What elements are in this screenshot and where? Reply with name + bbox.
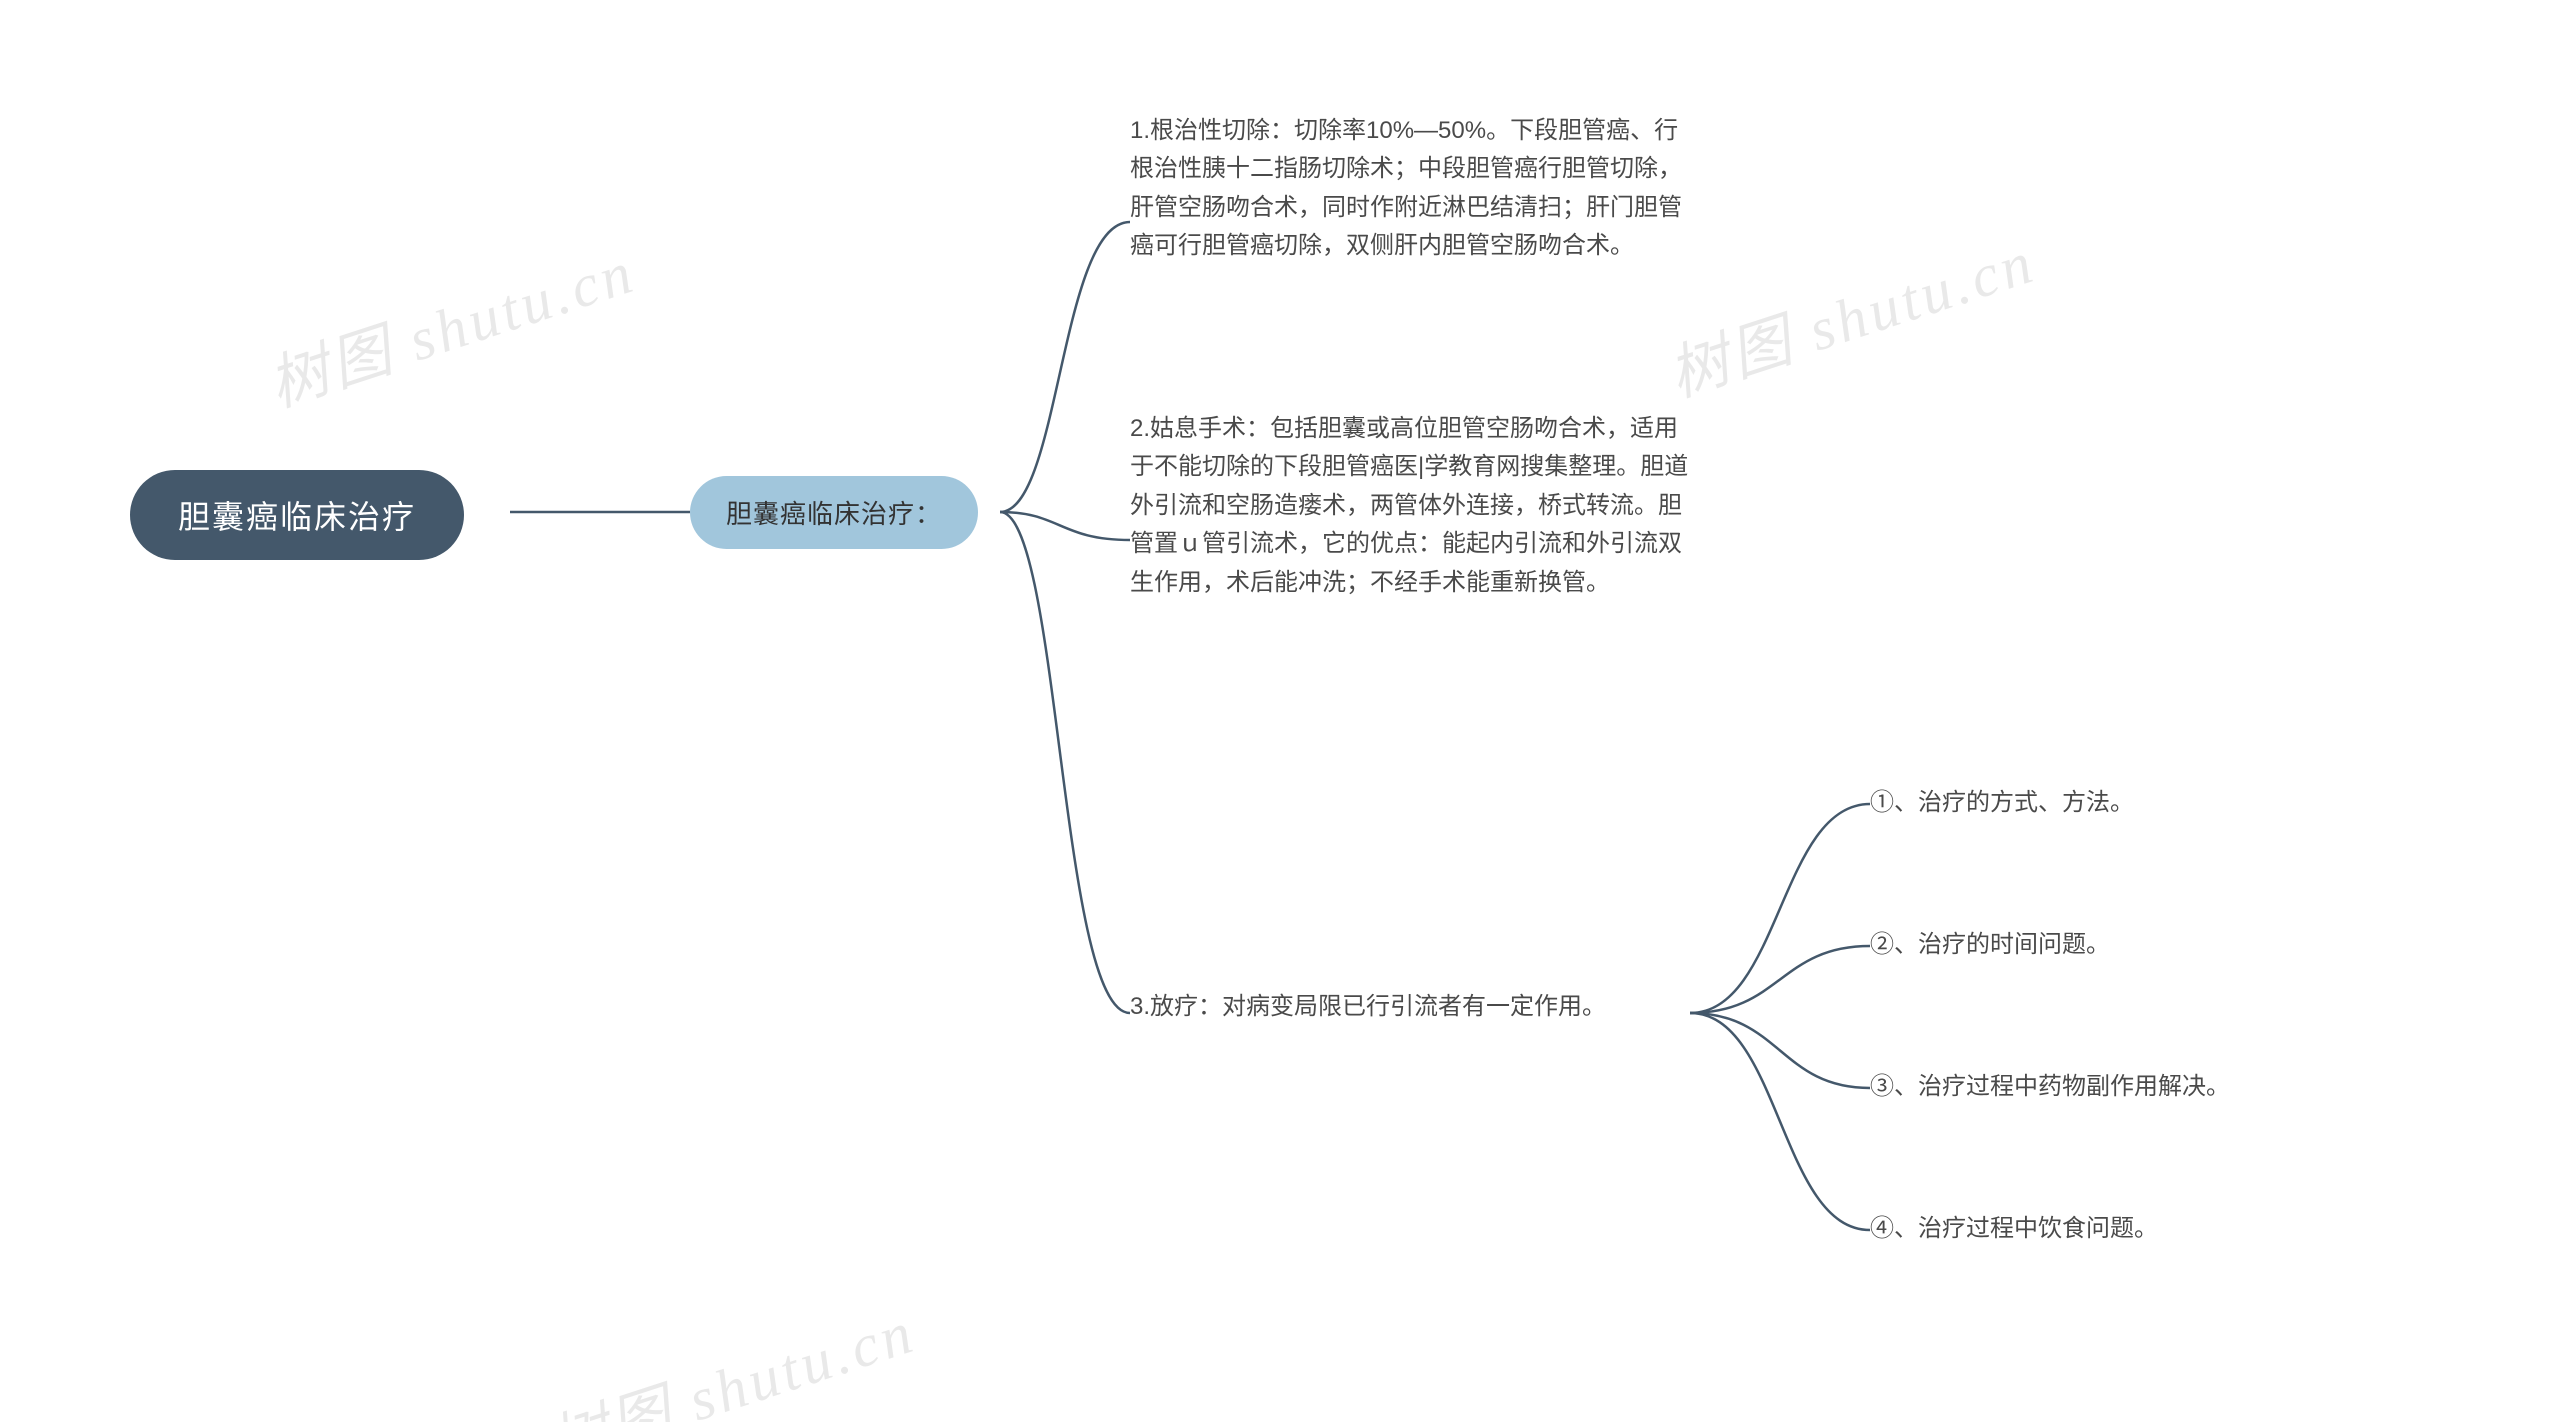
branch-label: 胆囊癌临床治疗：	[726, 494, 942, 531]
leaf-node-3[interactable]: 3.放疗：对病变局限已行引流者有一定作用。	[1130, 988, 1690, 1026]
connector	[1000, 222, 1130, 512]
leaf-text: 1.根治性切除：切除率10%—50%。下段胆管癌、行根治性胰十二指肠切除术；中段…	[1130, 112, 1690, 266]
subleaf-node-2[interactable]: ②、治疗的时间问题。	[1870, 926, 2110, 964]
connector	[1690, 1013, 1870, 1230]
mindmap-canvas: 树图 shutu.cn 树图 shutu.cn 树图 shutu.cn 胆囊癌临…	[0, 0, 2560, 1422]
leaf-node-1[interactable]: 1.根治性切除：切除率10%—50%。下段胆管癌、行根治性胰十二指肠切除术；中段…	[1130, 112, 1690, 266]
watermark: 树图 shutu.cn	[1656, 213, 2045, 413]
subleaf-node-3[interactable]: ③、治疗过程中药物副作用解决。	[1870, 1068, 2230, 1106]
root-label: 胆囊癌临床治疗	[178, 492, 416, 538]
subleaf-node-1[interactable]: ①、治疗的方式、方法。	[1870, 784, 2134, 822]
root-node[interactable]: 胆囊癌临床治疗	[130, 470, 464, 560]
watermark: 树图 shutu.cn	[256, 223, 645, 423]
branch-node-level1[interactable]: 胆囊癌临床治疗：	[690, 476, 978, 549]
leaf-text: 2.姑息手术：包括胆囊或高位胆管空肠吻合术，适用于不能切除的下段胆管癌医|学教育…	[1130, 410, 1690, 602]
watermark: 树图 shutu.cn	[536, 1283, 925, 1422]
connector	[1000, 512, 1130, 540]
leaf-text: ①、治疗的方式、方法。	[1870, 784, 2134, 822]
leaf-text: ④、治疗过程中饮食问题。	[1870, 1210, 2158, 1248]
subleaf-node-4[interactable]: ④、治疗过程中饮食问题。	[1870, 1210, 2158, 1248]
leaf-text: 3.放疗：对病变局限已行引流者有一定作用。	[1130, 988, 1606, 1026]
leaf-text: ②、治疗的时间问题。	[1870, 926, 2110, 964]
connector	[1690, 1013, 1870, 1088]
connector	[1690, 946, 1870, 1013]
leaf-node-2[interactable]: 2.姑息手术：包括胆囊或高位胆管空肠吻合术，适用于不能切除的下段胆管癌医|学教育…	[1130, 410, 1690, 602]
connector	[1690, 804, 1870, 1013]
connector	[1000, 512, 1130, 1013]
leaf-text: ③、治疗过程中药物副作用解决。	[1870, 1068, 2230, 1106]
